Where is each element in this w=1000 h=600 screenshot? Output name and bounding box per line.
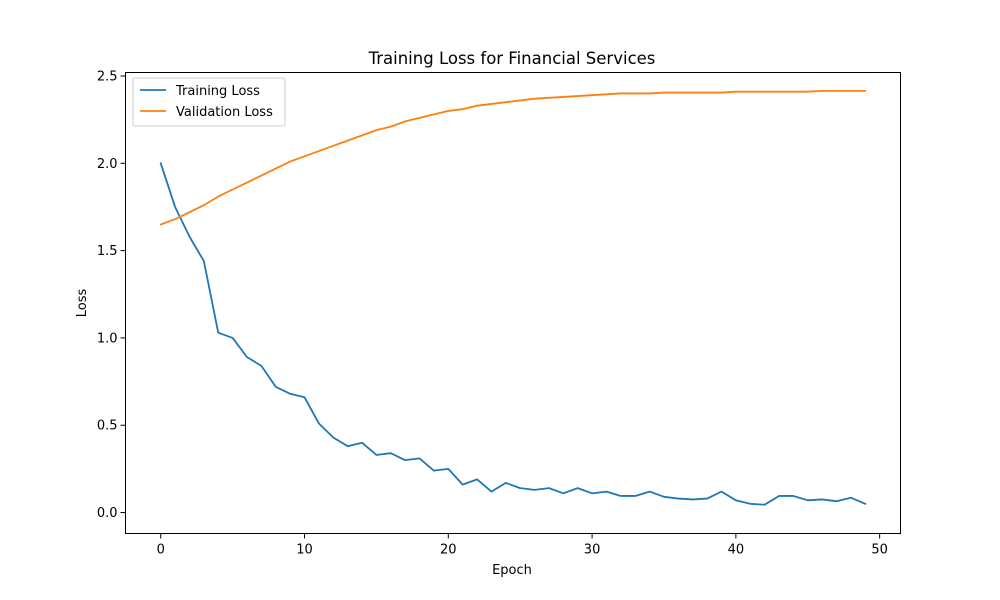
- series-line-training-loss: [159, 162, 867, 506]
- x-tick-label: 20: [440, 543, 457, 558]
- y-tick-label: 1.0: [97, 331, 118, 346]
- legend-label-training-loss: Training Loss: [175, 84, 260, 99]
- series-group: [159, 89, 867, 506]
- x-axis-label: Epoch: [492, 563, 532, 578]
- x-tick-label: 40: [728, 543, 745, 558]
- chart-title: Training Loss for Financial Services: [368, 49, 656, 68]
- x-tick-label: 30: [584, 543, 601, 558]
- plot-frame: [125, 72, 901, 534]
- x-tick-label: 10: [296, 543, 313, 558]
- legend-box: [132, 77, 286, 127]
- x-tick-label: 50: [871, 543, 888, 558]
- legend: Training Loss Validation Loss: [132, 77, 286, 127]
- y-tick-label: 1.5: [97, 244, 118, 259]
- plot-area: [125, 72, 901, 534]
- series-line-validation-loss: [159, 89, 867, 226]
- y-axis: 0.0 0.5 1.0 1.5 2.0 2.5: [97, 69, 126, 521]
- x-tick-label: 0: [157, 543, 165, 558]
- y-tick-label: 2.5: [97, 69, 118, 84]
- x-axis: 0 10 20 30 40 50: [157, 533, 888, 558]
- y-axis-label: Loss: [75, 289, 90, 318]
- legend-label-validation-loss: Validation Loss: [176, 105, 273, 120]
- y-tick-label: 0.0: [97, 506, 118, 521]
- y-tick-label: 0.5: [97, 419, 118, 434]
- y-tick-label: 2.0: [97, 157, 118, 172]
